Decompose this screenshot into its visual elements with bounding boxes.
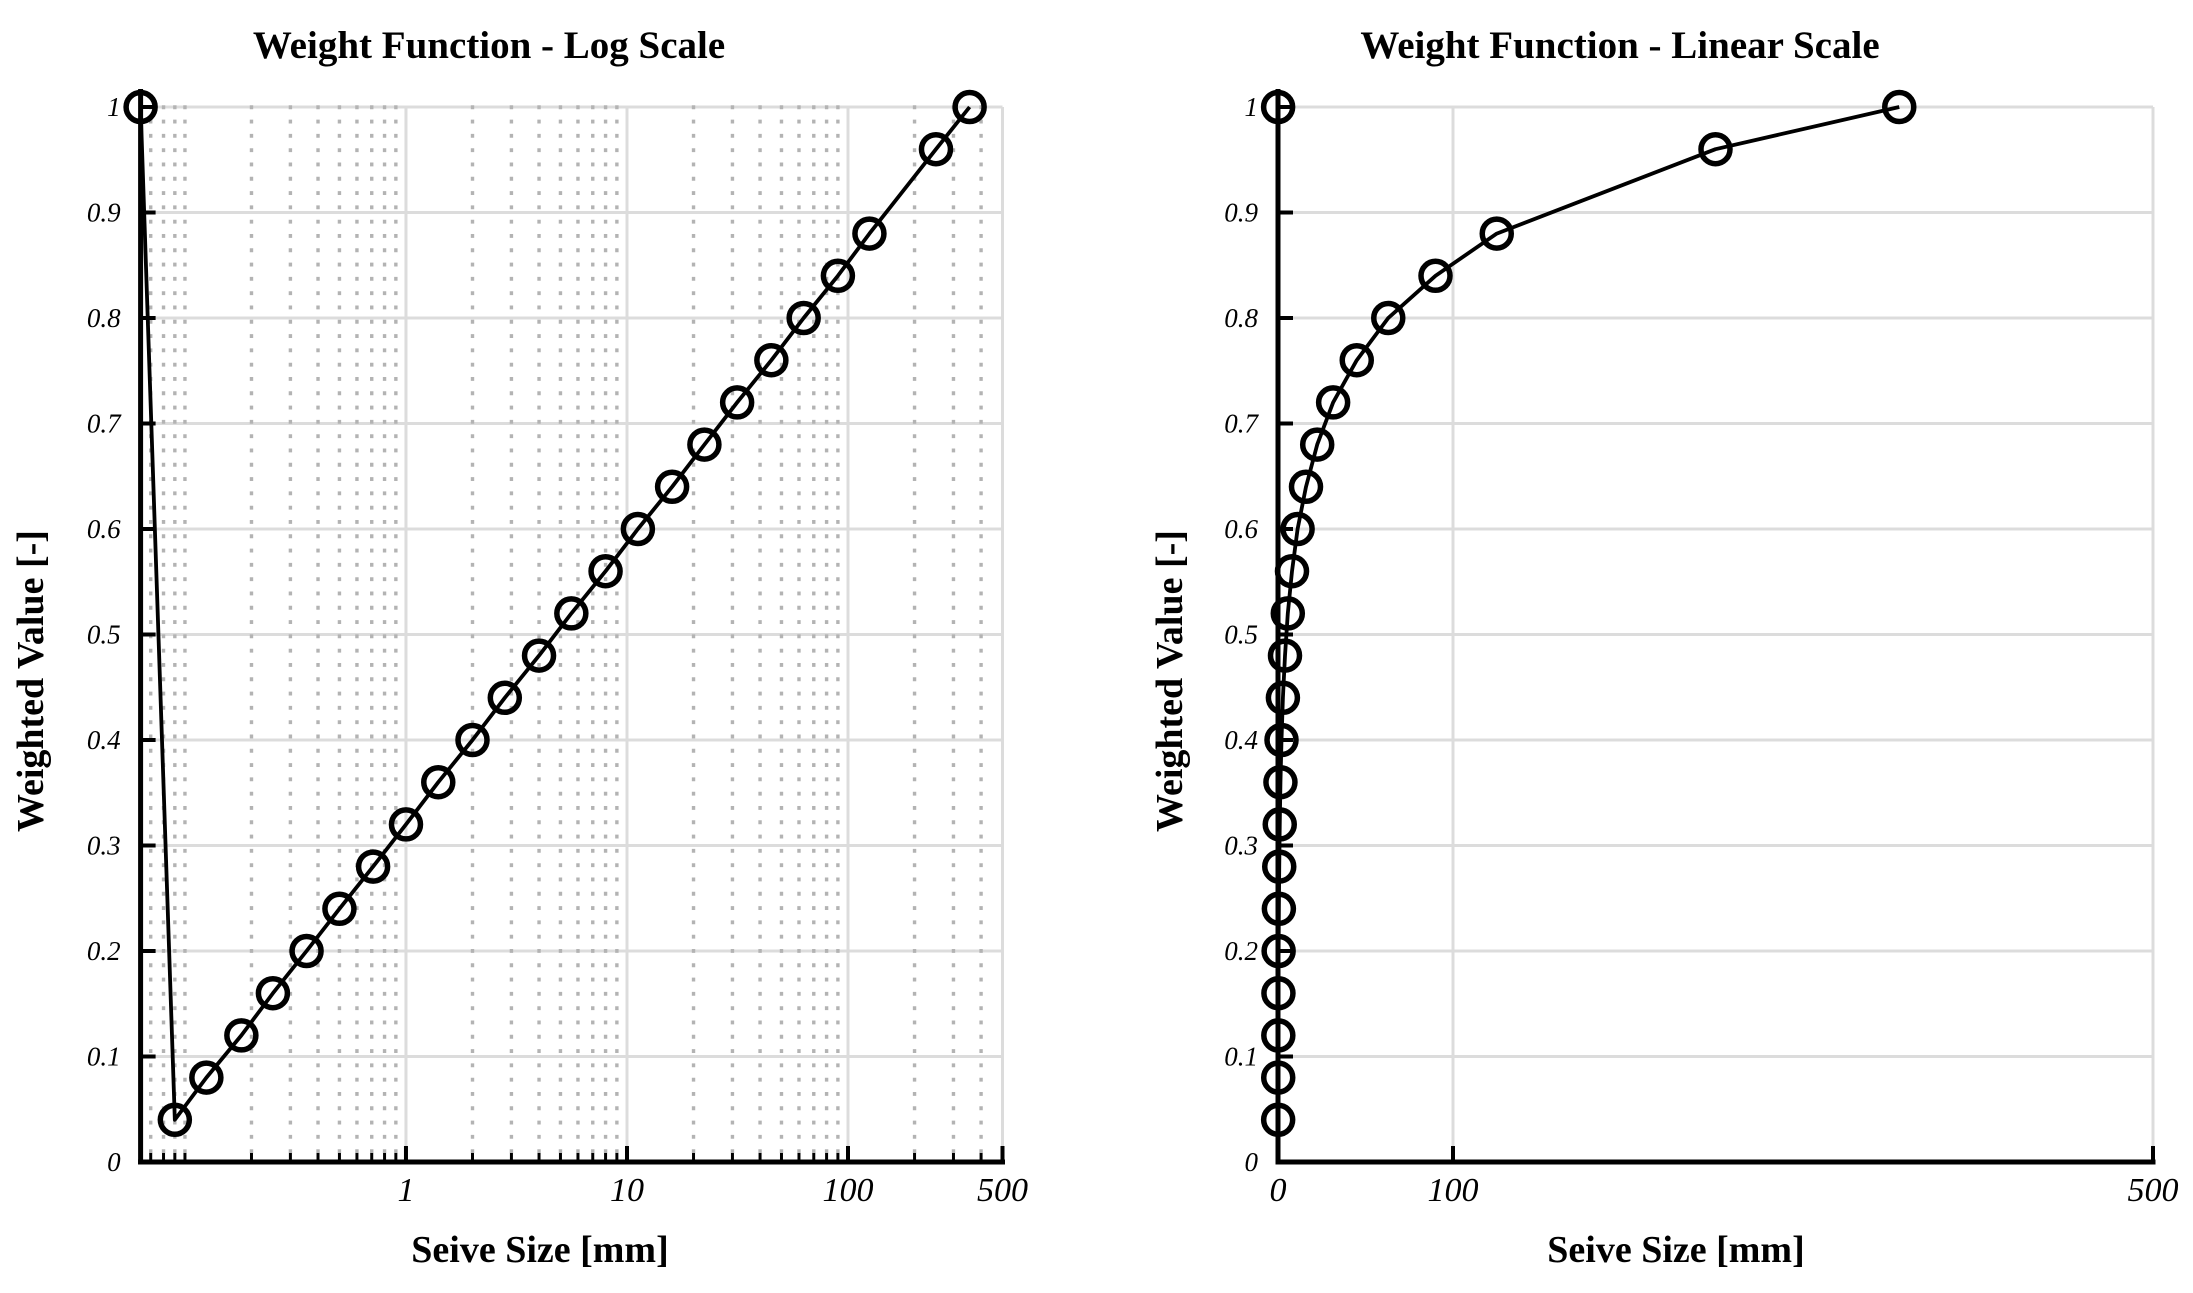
data-point-marker bbox=[1260, 1060, 1296, 1095]
right-chart-title: Weight Function - Linear Scale bbox=[1360, 24, 1880, 67]
data-point-marker bbox=[1261, 1018, 1296, 1053]
y-tick-label: 0.6 bbox=[1224, 514, 1258, 544]
x-tick-label: 10 bbox=[610, 1172, 644, 1209]
data-point-marker bbox=[1479, 216, 1514, 251]
data-point-marker bbox=[852, 216, 887, 251]
data-point-marker bbox=[1698, 131, 1733, 167]
data-point-marker bbox=[1261, 933, 1296, 969]
data-point-marker bbox=[1882, 89, 1917, 125]
y-tick-label: 0.9 bbox=[1224, 198, 1258, 228]
data-point-marker bbox=[1262, 807, 1297, 842]
y-tick-label: 0.9 bbox=[87, 198, 121, 228]
data-point-marker bbox=[322, 891, 357, 927]
y-tick-label: 0.1 bbox=[1224, 1042, 1258, 1072]
right-y-axis-label: Weighted Value [-] bbox=[1149, 530, 1191, 832]
y-tick-label: 0 bbox=[107, 1147, 121, 1177]
y-tick-label: 0.1 bbox=[87, 1042, 121, 1072]
data-point-marker bbox=[620, 511, 656, 547]
data-point-marker bbox=[157, 1102, 193, 1138]
data-point-marker bbox=[388, 807, 424, 842]
x-tick-label: 1 bbox=[397, 1172, 414, 1209]
data-point-marker bbox=[1339, 342, 1374, 378]
right-x-axis-label: Seive Size [mm] bbox=[1547, 1229, 1805, 1271]
y-tick-label: 0 bbox=[1245, 1147, 1259, 1177]
y-tick-label: 0.8 bbox=[87, 303, 121, 333]
data-point-marker bbox=[189, 1060, 224, 1095]
data-point-marker bbox=[123, 89, 158, 125]
data-point-marker bbox=[421, 764, 456, 800]
linear-scale-chart: 0 100 500 0 0.1 0.2 0.3 0.4 0.5 0.6 0.7 0.8 0.9 1 bbox=[1224, 89, 2179, 1209]
y-tick-label: 0.4 bbox=[87, 725, 121, 755]
x-tick-label: 500 bbox=[2128, 1172, 2179, 1209]
x-tick-label: 100 bbox=[1428, 1172, 1479, 1209]
data-point-marker bbox=[918, 131, 954, 167]
series-line bbox=[138, 105, 972, 1122]
data-point-marker bbox=[786, 300, 821, 336]
data-point-marker bbox=[687, 427, 722, 462]
data-point-marker bbox=[1418, 258, 1453, 294]
data-point-marker bbox=[1267, 638, 1303, 673]
y-tick-label: 0.2 bbox=[1224, 936, 1258, 966]
data-point-marker bbox=[1263, 764, 1298, 800]
data-point-marker bbox=[224, 1018, 259, 1053]
y-tick-label: 0.5 bbox=[1224, 620, 1258, 650]
data-point-marker bbox=[654, 469, 690, 505]
log-scale-chart: 1 10 100 500 0 0.1 0.2 0.3 0.4 0.5 0.6 0.7 0.8 0.9 1 bbox=[87, 89, 1028, 1209]
data-point-marker bbox=[1261, 891, 1297, 927]
y-tick-label: 1 bbox=[1245, 92, 1259, 122]
data-point-marker bbox=[1270, 596, 1306, 631]
data-point-marker bbox=[1261, 849, 1297, 884]
y-tick-label: 0.6 bbox=[87, 514, 121, 544]
x-tick-label: 500 bbox=[977, 1172, 1028, 1209]
y-tick-label: 0.2 bbox=[87, 936, 121, 966]
data-point-marker bbox=[820, 258, 856, 294]
data-point-marker bbox=[1280, 511, 1315, 547]
x-tick-label: 0 bbox=[1270, 1172, 1287, 1209]
data-point-marker bbox=[1371, 300, 1406, 336]
data-point-marker bbox=[1260, 89, 1296, 125]
left-chart-title: Weight Function - Log Scale bbox=[252, 24, 726, 67]
data-point-marker bbox=[1315, 385, 1351, 420]
data-point-marker bbox=[719, 385, 755, 420]
data-point-marker bbox=[1261, 975, 1296, 1011]
data-point-marker bbox=[1288, 469, 1324, 505]
data-point-marker bbox=[1299, 427, 1335, 462]
data-point-marker bbox=[1260, 1102, 1296, 1138]
data-point-marker bbox=[355, 849, 391, 884]
data-point-marker bbox=[289, 933, 324, 969]
data-point-marker bbox=[455, 722, 490, 758]
data-point-marker bbox=[1264, 722, 1299, 758]
y-tick-label: 0.3 bbox=[1224, 831, 1258, 861]
left-x-axis-label: Seive Size [mm] bbox=[411, 1229, 669, 1271]
data-point-marker bbox=[1265, 680, 1301, 716]
data-point-marker bbox=[588, 553, 623, 589]
y-tick-label: 0.4 bbox=[1224, 725, 1258, 755]
y-tick-label: 1 bbox=[107, 92, 121, 122]
x-tick-label: 100 bbox=[823, 1172, 874, 1209]
data-point-marker bbox=[521, 638, 557, 673]
y-tick-label: 0.3 bbox=[87, 831, 121, 861]
data-point-marker bbox=[754, 342, 789, 378]
y-tick-label: 0.8 bbox=[1224, 303, 1258, 333]
left-y-axis-label: Weighted Value [-] bbox=[10, 530, 52, 832]
data-point-marker bbox=[255, 975, 291, 1011]
data-point-marker bbox=[952, 89, 987, 125]
series-line bbox=[1276, 105, 1900, 1122]
y-tick-label: 0.7 bbox=[1224, 409, 1259, 439]
data-point-marker bbox=[1274, 553, 1310, 589]
data-point-marker bbox=[487, 680, 523, 716]
data-point-marker bbox=[554, 596, 589, 631]
y-tick-label: 0.7 bbox=[87, 409, 122, 439]
y-tick-label: 0.5 bbox=[87, 620, 121, 650]
